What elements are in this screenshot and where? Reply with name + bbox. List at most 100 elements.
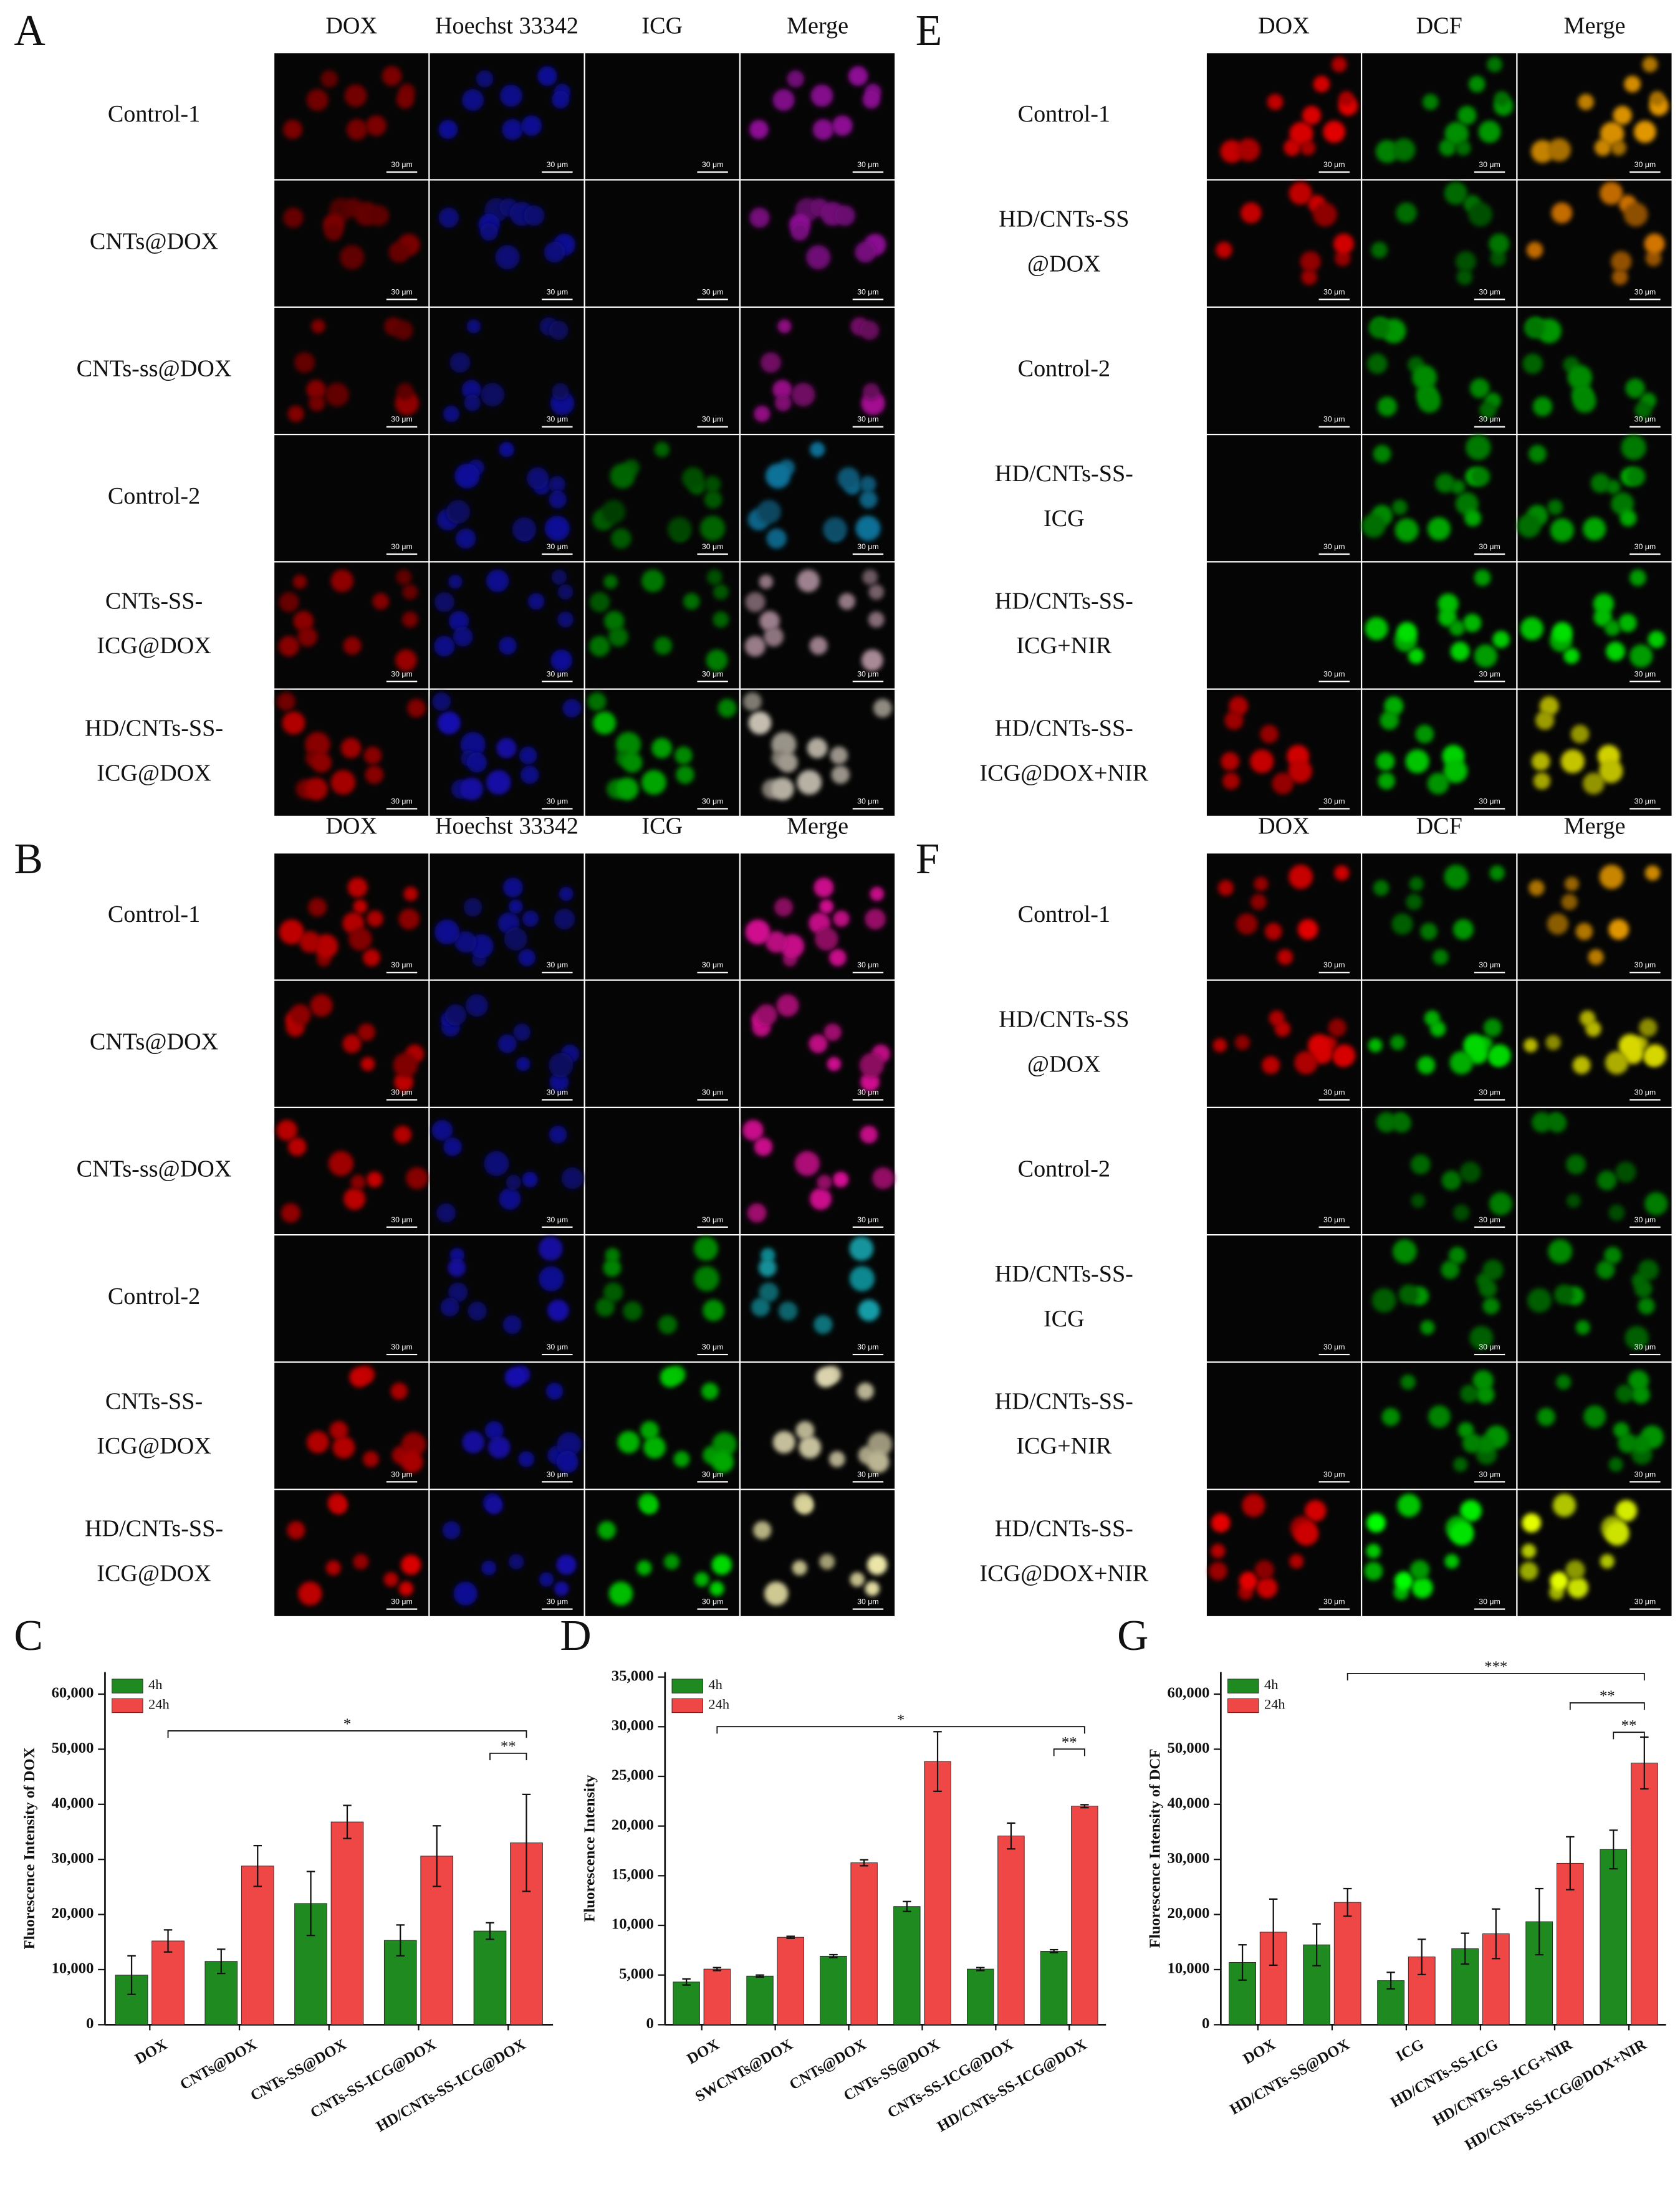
- column-header: DOX: [325, 813, 377, 840]
- row-label: HD/CNTs-SS-: [995, 716, 1133, 742]
- cell: [759, 611, 780, 631]
- cell: [283, 208, 304, 228]
- micrograph: 30 μm: [430, 1363, 584, 1489]
- micrograph: 30 μm: [430, 1235, 584, 1362]
- cell: [1420, 1320, 1435, 1335]
- cell: [293, 611, 314, 631]
- cell: [1410, 1154, 1431, 1175]
- cell: [1478, 120, 1501, 143]
- cell: [538, 1236, 563, 1261]
- micrograph-bg: [585, 1108, 739, 1234]
- cell: [1482, 1297, 1500, 1315]
- cell: [1547, 138, 1571, 162]
- cell: [809, 1034, 828, 1053]
- scale-bar-label: 30 μm: [857, 1598, 879, 1606]
- cell: [1444, 865, 1469, 889]
- bar: [241, 1866, 274, 2025]
- scale-bar-label: 30 μm: [1634, 960, 1656, 969]
- cell: [1639, 1018, 1658, 1037]
- scale-bar-label: 30 μm: [857, 1088, 879, 1097]
- cell: [360, 1056, 375, 1071]
- legend-swatch: [1227, 1698, 1259, 1713]
- cell: [1522, 353, 1543, 374]
- scale-bar-label: 30 μm: [1323, 415, 1345, 424]
- cell: [1396, 202, 1417, 224]
- row-label: ICG@DOX+NIR: [979, 1561, 1148, 1587]
- cell: [1398, 1284, 1419, 1305]
- row-label: Control-1: [1018, 901, 1110, 927]
- cell: [1600, 181, 1623, 205]
- x-tick-label: DOX: [684, 2036, 722, 2067]
- cell: [448, 611, 469, 631]
- cell: [1466, 434, 1491, 461]
- cell: [859, 491, 878, 509]
- cell: [1405, 749, 1429, 774]
- cell: [862, 569, 878, 585]
- cell: [1365, 617, 1388, 641]
- scale-bar-label: 30 μm: [702, 669, 724, 678]
- cell: [349, 1367, 370, 1387]
- cell: [868, 584, 885, 600]
- cell: [325, 383, 349, 407]
- cell: [480, 383, 505, 407]
- scale-bar-label: 30 μm: [1634, 797, 1656, 806]
- cell: [683, 593, 700, 610]
- cell: [468, 1301, 487, 1321]
- cell: [1284, 138, 1301, 156]
- cell: [827, 1056, 842, 1071]
- cell: [1626, 467, 1646, 487]
- cell: [1254, 1560, 1274, 1580]
- cell: [306, 89, 329, 111]
- cell: [281, 1203, 300, 1223]
- significance-bracket: [489, 1752, 527, 1761]
- cell: [1297, 919, 1318, 940]
- cell: [502, 877, 523, 898]
- cell: [828, 949, 847, 967]
- row-label: Control-1: [108, 101, 200, 127]
- micrograph: 30 μm: [274, 1235, 429, 1362]
- cell: [1483, 1018, 1502, 1037]
- cell: [325, 1560, 341, 1576]
- micrograph: 30 μm: [1517, 1490, 1672, 1616]
- cell: [1272, 772, 1294, 795]
- cell: [1450, 641, 1470, 661]
- cell: [711, 1554, 732, 1575]
- y-tick-label: 5,000: [619, 1965, 654, 1982]
- cell: [287, 405, 304, 423]
- cell: [551, 90, 570, 109]
- cell: [1533, 772, 1551, 790]
- cell: [1366, 1513, 1386, 1533]
- cell: [772, 1430, 795, 1454]
- significance-label: *: [343, 1716, 351, 1733]
- cell: [1519, 1561, 1538, 1581]
- y-tick-label: 30,000: [1167, 1850, 1209, 1867]
- cell: [1397, 1493, 1421, 1517]
- row-label: Control-1: [108, 901, 200, 927]
- cell: [287, 1521, 305, 1540]
- cell: [797, 770, 822, 795]
- cell: [382, 66, 402, 86]
- cell: [462, 1430, 485, 1454]
- cell: [521, 115, 542, 136]
- cell: [1547, 499, 1563, 515]
- cell: [506, 1174, 522, 1190]
- cell: [814, 1315, 833, 1334]
- cell: [1307, 1033, 1331, 1057]
- micrograph: 30 μm: [274, 980, 429, 1107]
- scale-bar-label: 30 μm: [391, 1343, 413, 1351]
- cell: [1212, 1038, 1227, 1053]
- micrograph: 30 μm: [430, 980, 584, 1107]
- cell: [1456, 269, 1473, 285]
- cell: [766, 528, 787, 549]
- micrograph: 30 μm: [430, 180, 584, 307]
- cell: [1611, 140, 1626, 156]
- cell: [454, 463, 480, 489]
- column-header: DOX: [325, 13, 377, 39]
- micrograph: 30 μm: [1206, 1490, 1361, 1616]
- cell: [1561, 893, 1578, 910]
- micrograph: 30 μm: [741, 180, 895, 307]
- scale-bar-label: 30 μm: [1323, 1598, 1345, 1606]
- cell: [1331, 57, 1347, 72]
- cell: [396, 383, 414, 400]
- cell: [1620, 509, 1637, 527]
